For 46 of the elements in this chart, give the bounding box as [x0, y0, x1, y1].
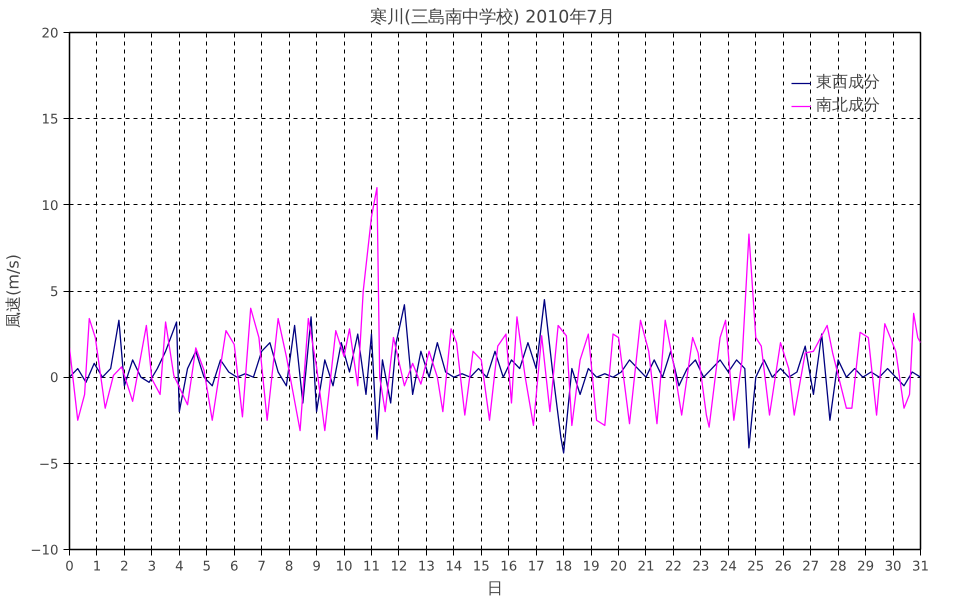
x-tick-label: 31 [912, 560, 929, 574]
line-series [70, 186, 920, 432]
x-tick-label: 15 [472, 560, 490, 574]
x-tick-label: 3 [148, 560, 156, 574]
y-tick-label: 10 [42, 198, 59, 214]
y-tick-label: 0 [50, 371, 59, 386]
x-tick-label: 13 [418, 560, 435, 574]
x-tick-label: 23 [692, 560, 710, 574]
x-tick-label: 4 [175, 560, 184, 574]
x-tick-label: 11 [362, 560, 380, 574]
x-tick-label: 19 [582, 560, 600, 574]
x-tick-label: 6 [230, 560, 238, 574]
x-tick-label: 2 [120, 560, 129, 574]
y-tick-label: 15 [42, 112, 59, 128]
x-tick-label: 5 [202, 560, 212, 574]
legend-label: 南北成分 [816, 95, 880, 116]
x-tick-label: 14 [445, 560, 462, 574]
x-tick-label: 27 [802, 560, 820, 574]
x-tick-label: 17 [528, 560, 545, 574]
x-tick-label: 16 [500, 560, 518, 574]
chart-title: 寒川(三島南中学校) 2010年7月 [370, 8, 614, 28]
y-tick-label: −10 [30, 544, 59, 558]
x-axis-title: 日 [487, 578, 503, 598]
x-tick-label: 10 [336, 560, 353, 574]
x-tick-label: 9 [312, 560, 321, 574]
x-tick-label: 29 [857, 560, 874, 574]
x-tick-label: 7 [257, 560, 266, 574]
x-tick-label: 26 [774, 560, 792, 574]
x-tick-label: 24 [720, 560, 737, 574]
x-tick-label: 1 [92, 560, 102, 574]
x-tick-label: 25 [747, 560, 764, 574]
x-tick-label: 12 [390, 560, 408, 574]
x-tick-label: 18 [555, 560, 572, 574]
x-tick-label: 21 [638, 560, 654, 574]
x-tick-label: 28 [830, 560, 847, 574]
x-tick-label: 0 [65, 560, 74, 574]
y-tick-label: 5 [50, 285, 59, 300]
line-series [70, 298, 920, 454]
x-tick-label: 30 [884, 560, 902, 574]
y-tick-label: 20 [42, 26, 59, 42]
x-tick-label: 20 [610, 560, 628, 574]
y-axis-title: 風速(m/s) [3, 254, 22, 328]
x-tick-label: 22 [664, 560, 682, 574]
y-tick-label: −5 [38, 457, 59, 472]
x-tick-label: 8 [284, 560, 294, 574]
legend-label: 東西成分 [816, 72, 880, 93]
